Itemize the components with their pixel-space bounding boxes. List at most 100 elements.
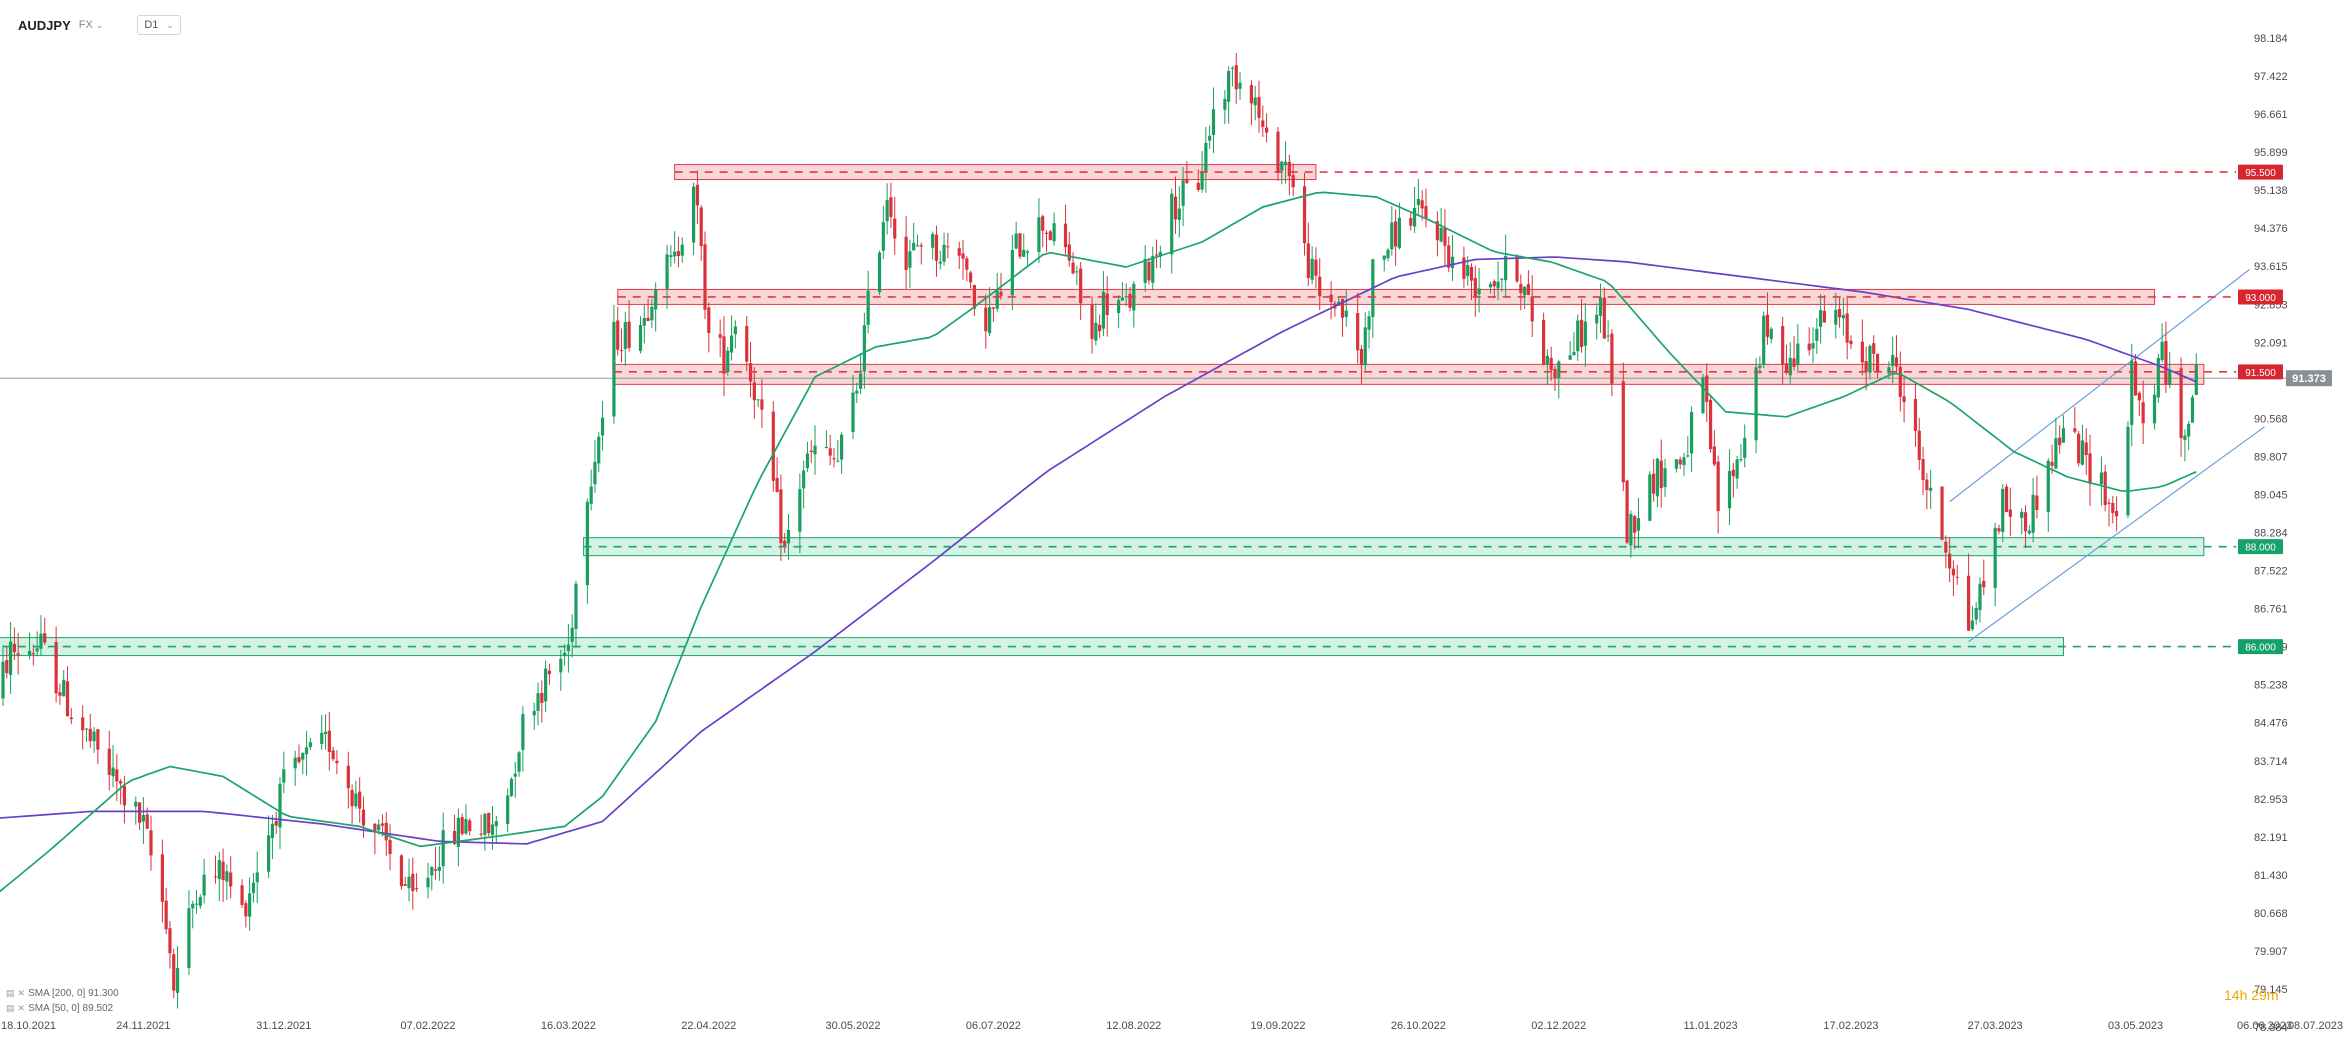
date-tick-label: 24.11.2021 <box>116 1020 170 1032</box>
candle-body <box>805 453 810 469</box>
bullish-candle <box>1868 344 1872 380</box>
legend-item-sma50[interactable]: ▤ ✕ SMA [50, 0] 89.502 <box>6 1001 119 1016</box>
bullish-candle <box>562 644 567 666</box>
candle-body <box>1120 297 1125 301</box>
candle-body <box>1151 255 1155 283</box>
candle-body <box>160 854 164 902</box>
candle-body <box>650 306 654 321</box>
candle-body <box>570 627 574 642</box>
symbol-label[interactable]: AUDJPY <box>18 17 71 33</box>
bullish-candle <box>437 846 441 881</box>
bearish-candle <box>1041 214 1045 248</box>
candle-body <box>1841 315 1845 319</box>
candle-body <box>646 317 650 321</box>
bullish-candle <box>1151 246 1155 291</box>
bearish-candle <box>1845 295 1849 360</box>
price-tick-label: 94.376 <box>2254 223 2288 235</box>
bearish-candle <box>1530 275 1534 337</box>
bullish-candle <box>270 814 275 860</box>
bearish-candle <box>2111 495 2115 524</box>
bearish-candle <box>783 532 787 553</box>
candle-body <box>1781 326 1785 365</box>
bullish-candle <box>1682 453 1686 476</box>
bullish-candle <box>1253 85 1257 121</box>
bullish-candle <box>1230 66 1235 87</box>
candle-body <box>1545 355 1549 364</box>
close-icon[interactable]: ✕ <box>17 1003 26 1013</box>
candle-body <box>1951 568 1956 576</box>
candle-body <box>1875 353 1880 372</box>
candle-body <box>1765 314 1770 337</box>
candle-body <box>1515 255 1519 282</box>
candle-body <box>574 583 578 629</box>
bearish-candle <box>1621 362 1625 492</box>
candle-body <box>1382 255 1386 260</box>
indicator-settings-icon[interactable]: ▤ <box>6 988 15 998</box>
bearish-candle <box>1526 270 1531 296</box>
candle-body <box>1314 259 1318 276</box>
bullish-candle <box>908 239 912 288</box>
candle-body <box>39 633 43 649</box>
bearish-candle <box>703 231 707 320</box>
close-icon[interactable]: ✕ <box>17 988 26 998</box>
price-tick-label: 96.661 <box>2254 109 2288 121</box>
bearish-candle <box>695 170 700 225</box>
candle-body <box>430 866 434 876</box>
bullish-candle <box>1227 66 1231 124</box>
bearish-candle <box>335 749 339 775</box>
candle-body <box>2073 428 2077 432</box>
date-tick-label: 07.02.2022 <box>400 1020 455 1032</box>
bullish-candle <box>198 894 202 909</box>
chevron-down-icon: ⌄ <box>95 19 104 30</box>
price-tick-label: 95.138 <box>2254 185 2288 197</box>
bullish-candle <box>726 346 730 376</box>
candle-body <box>1970 620 1974 630</box>
bullish-candle <box>798 473 802 554</box>
candle-body <box>673 251 677 257</box>
candle-body <box>1633 515 1637 533</box>
candle-body <box>1124 296 1128 298</box>
candle-body <box>1014 233 1018 249</box>
candle-body <box>346 765 350 789</box>
candle-body <box>1504 255 1508 281</box>
market-selector[interactable]: FX ⌄ <box>79 19 104 31</box>
candle-body <box>775 477 779 493</box>
indicator-legend: ▤ ✕ SMA [200, 0] 91.300 ▤ ✕ SMA [50, 0] … <box>6 986 119 1016</box>
bullish-candle <box>1094 303 1098 346</box>
bearish-candle <box>31 644 35 666</box>
bullish-candle <box>1132 281 1136 328</box>
bearish-candle <box>616 307 620 356</box>
date-tick-label: 18.10.2021 <box>1 1020 56 1032</box>
price-tick-label: 88.284 <box>2254 528 2288 540</box>
candle-body <box>1530 296 1534 322</box>
legend-item-sma200[interactable]: ▤ ✕ SMA [200, 0] 91.300 <box>6 986 119 1001</box>
candle-body <box>1 661 5 699</box>
bullish-candle <box>1204 126 1208 193</box>
bullish-candle <box>483 812 487 851</box>
bullish-candle <box>1595 303 1599 340</box>
indicator-settings-icon[interactable]: ▤ <box>6 1003 15 1013</box>
candle-body <box>1689 411 1694 454</box>
candle-body <box>904 236 908 271</box>
candle-body <box>1439 227 1443 242</box>
candle-body <box>1872 343 1876 354</box>
price-tick-label: 89.045 <box>2254 489 2288 501</box>
bearish-candle <box>760 379 764 429</box>
candle-body <box>1143 258 1147 283</box>
bullish-candle <box>84 728 89 742</box>
bearish-candle <box>240 879 244 908</box>
bearish-candle <box>1261 105 1265 137</box>
candle-body <box>1105 293 1109 316</box>
timeframe-selector[interactable]: D1 ⌄ <box>137 15 181 35</box>
bearish-candle <box>1287 154 1291 196</box>
candle-body <box>703 244 707 310</box>
candle-body <box>1447 245 1451 268</box>
bearish-candle <box>119 779 123 805</box>
candle-body <box>350 790 354 807</box>
bullish-candle <box>1743 424 1747 468</box>
candle-body <box>107 748 111 775</box>
candle-body <box>999 291 1003 296</box>
date-tick-label: 31.12.2021 <box>256 1020 311 1032</box>
candle-body <box>1340 299 1345 318</box>
